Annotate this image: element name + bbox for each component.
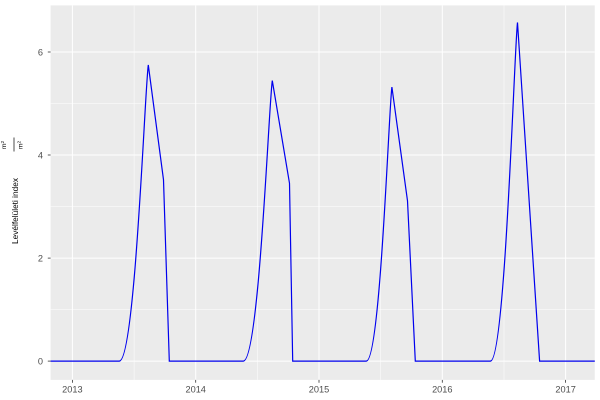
svg-text:6: 6: [38, 47, 43, 57]
svg-text:m2: m2: [16, 140, 25, 149]
svg-text:2014: 2014: [185, 384, 205, 394]
svg-text:2017: 2017: [555, 384, 575, 394]
svg-text:4: 4: [38, 150, 43, 160]
svg-text:m2: m2: [0, 140, 8, 149]
svg-text:0: 0: [38, 357, 43, 367]
svg-text:Levélfelületi index: Levélfelületi index: [10, 177, 20, 244]
svg-text:2015: 2015: [309, 384, 329, 394]
svg-text:2016: 2016: [432, 384, 452, 394]
svg-text:2: 2: [38, 254, 43, 264]
svg-text:2013: 2013: [62, 384, 82, 394]
